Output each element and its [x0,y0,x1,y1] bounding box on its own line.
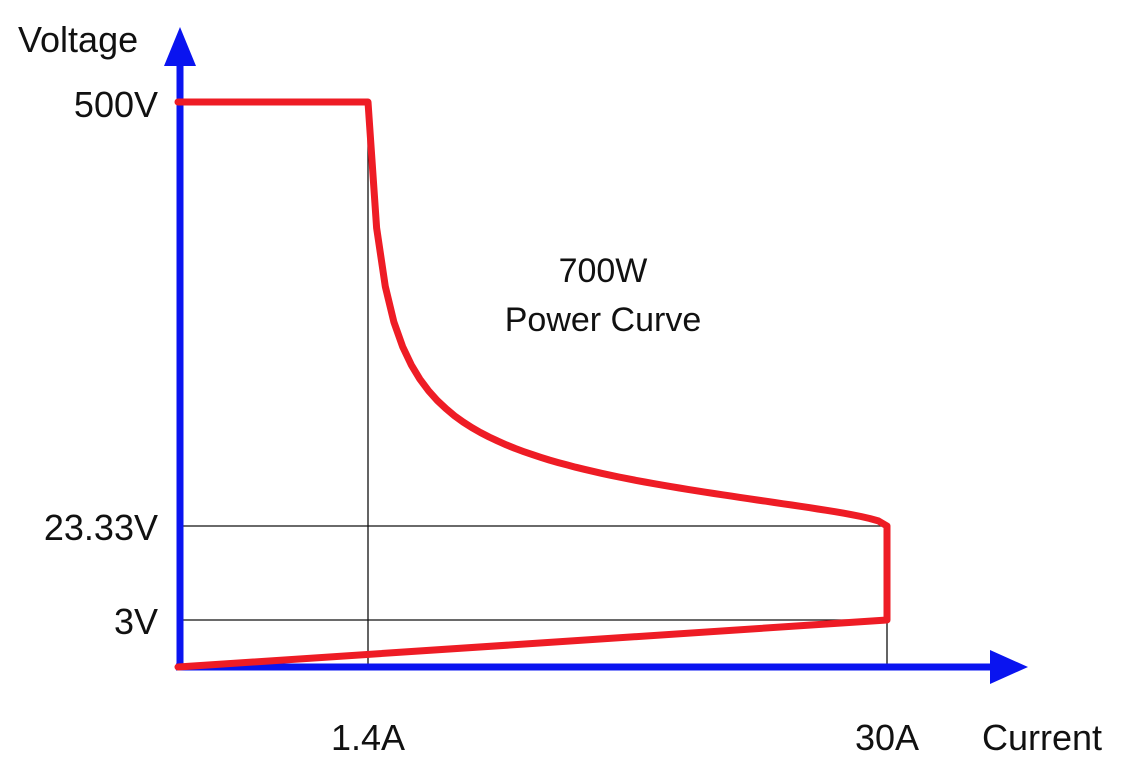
y-tick-label-500v: 500V [74,84,158,125]
x-tick-label-1-4a: 1.4A [331,717,405,758]
y-tick-label-3v: 3V [114,601,158,642]
x-axis-label: Current [982,717,1102,758]
x-tick-label-30a: 30A [855,717,919,758]
annotation-curve: Power Curve [505,301,702,339]
annotation-power: 700W [559,252,648,290]
axes [164,27,1028,684]
y-axis-arrow-icon [164,27,196,66]
reference-lines [178,102,888,667]
x-axis-arrow-icon [990,650,1028,684]
y-axis-label: Voltage [18,19,138,60]
y-tick-label-23v: 23.33V [44,507,158,548]
power-curve-line [174,98,891,671]
